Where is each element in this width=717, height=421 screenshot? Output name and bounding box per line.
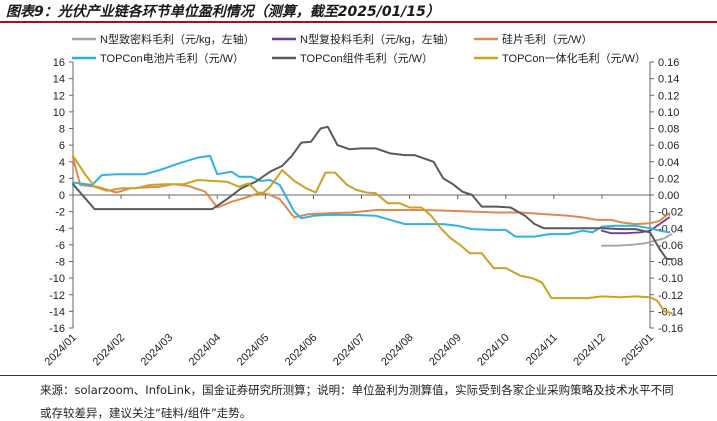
x-tick-label: 2025/01 (620, 332, 657, 369)
right-tick-label: -0.12 (658, 290, 683, 302)
left-tick-label: 2 (59, 173, 65, 185)
source-footnote-continued: 或存较差异，建议关注“硅料/组件”走势。 (40, 406, 252, 420)
x-tick-label: 2024/12 (571, 332, 608, 369)
left-tick-label: -14 (49, 306, 65, 318)
legend-label: TOPCon组件毛利（元/W） (300, 51, 433, 65)
x-tick-label: 2024/05 (235, 332, 272, 369)
right-tick-label: -0.02 (658, 207, 683, 219)
x-tick-label: 2024/02 (91, 332, 128, 369)
title-rule (0, 21, 717, 23)
left-tick-label: -16 (49, 323, 65, 335)
x-tick-label: 2024/04 (187, 332, 224, 369)
left-tick-label: 0 (59, 190, 65, 202)
left-tick-label: -12 (49, 290, 65, 302)
right-tick-label: 0.04 (658, 157, 679, 169)
left-tick-label: 8 (59, 124, 65, 136)
legend-label: TOPCon一体化毛利（元/W） (502, 51, 646, 65)
right-tick-label: -0.06 (658, 240, 683, 252)
right-tick-label: 0.16 (658, 57, 679, 69)
x-tick-label: 2024/11 (524, 332, 560, 368)
left-tick-label: -10 (49, 273, 65, 285)
x-tick-label: 2024/07 (331, 332, 368, 369)
x-tick-label: 2024/01 (43, 332, 80, 369)
right-tick-label: 0.08 (658, 124, 679, 136)
right-tick-label: 0.10 (658, 107, 679, 119)
chart-title: 图表9：光伏产业链各环节单位盈利情况（测算，截至2025/01/15） (6, 4, 440, 20)
right-tick-label: -0.10 (658, 273, 683, 285)
right-tick-label: 0.02 (658, 173, 679, 185)
x-tick-label: 2024/09 (427, 332, 464, 369)
right-tick-label: 0.00 (658, 190, 679, 202)
right-tick-label: 0.14 (658, 74, 679, 86)
series-line-1 (601, 233, 673, 247)
footnote-rule (0, 375, 717, 376)
left-tick-label: 4 (59, 157, 65, 169)
right-tick-label: -0.16 (658, 323, 683, 335)
x-tick-label: 2024/03 (139, 332, 176, 369)
right-tick-label: 0.06 (658, 140, 679, 152)
series-line-3 (72, 156, 671, 226)
series-line-6 (72, 154, 673, 314)
series-line-4 (72, 154, 671, 238)
legend-label: N型复投料毛利（元/kg，左轴） (300, 32, 455, 46)
left-tick-label: -8 (55, 257, 65, 269)
left-tick-label: 16 (53, 57, 65, 69)
x-tick-label: 2024/06 (283, 332, 320, 369)
left-tick-label: 14 (53, 74, 65, 86)
source-footnote: 来源：solarzoom、InfoLink，国金证券研究所测算；说明：单位盈利为… (40, 383, 674, 397)
left-tick-label: -6 (55, 240, 65, 252)
line-chart: 16 14 12 10 8 6 4 2 0 -2 -4 -6 -8 -10 -12 -14 -16 0.16 0.1… (43, 32, 684, 369)
left-tick-label: 12 (53, 90, 65, 102)
right-tick-label: -0.04 (658, 223, 683, 235)
legend-label: 硅片毛利（元/W） (502, 33, 592, 46)
left-tick-label: -2 (55, 207, 65, 219)
left-tick-label: 6 (59, 140, 65, 152)
legend-label: N型致密料毛利（元/kg，左轴） (100, 32, 255, 46)
series-line-5 (72, 125, 673, 260)
right-tick-label: 0.12 (658, 90, 679, 102)
x-tick-label: 2024/10 (475, 332, 512, 369)
legend-label: TOPCon电池片毛利（元/W） (100, 52, 244, 65)
left-tick-label: 10 (53, 107, 65, 119)
series-line-2 (601, 216, 671, 235)
x-tick-label: 2024/08 (379, 332, 416, 369)
right-tick-label: -0.08 (658, 257, 683, 269)
left-tick-label: -4 (55, 223, 65, 235)
